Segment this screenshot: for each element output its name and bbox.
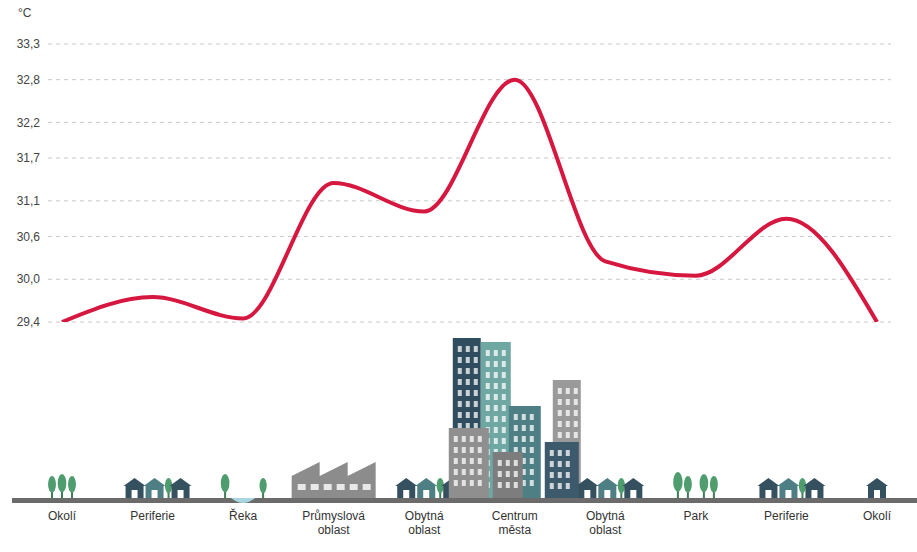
svg-text:31,1: 31,1 — [17, 194, 41, 208]
svg-text:31,7: 31,7 — [17, 151, 41, 165]
svg-text:Průmyslováoblast: Průmyslováoblast — [302, 509, 365, 537]
svg-text:33,3: 33,3 — [17, 37, 41, 51]
svg-text:29,4: 29,4 — [17, 315, 41, 329]
html-text:°C: °C — [18, 6, 32, 20]
svg-text:Periferie: Periferie — [764, 509, 809, 523]
svg-text:Periferie: Periferie — [130, 509, 175, 523]
svg-text:Řeka: Řeka — [229, 508, 257, 523]
svg-text:30,6: 30,6 — [17, 230, 41, 244]
svg-text:Okolí: Okolí — [863, 509, 892, 523]
svg-text:Centrumměsta: Centrumměsta — [492, 509, 538, 537]
svg-text:Obytnáoblast: Obytnáoblast — [586, 509, 625, 537]
svg-text:30,0: 30,0 — [17, 272, 41, 286]
svg-text:32,2: 32,2 — [17, 116, 41, 130]
svg-text:32,8: 32,8 — [17, 73, 41, 87]
svg-text:Obytnáoblast: Obytnáoblast — [405, 509, 444, 537]
svg-text:Park: Park — [684, 509, 710, 523]
svg-text:Okolí: Okolí — [48, 509, 77, 523]
